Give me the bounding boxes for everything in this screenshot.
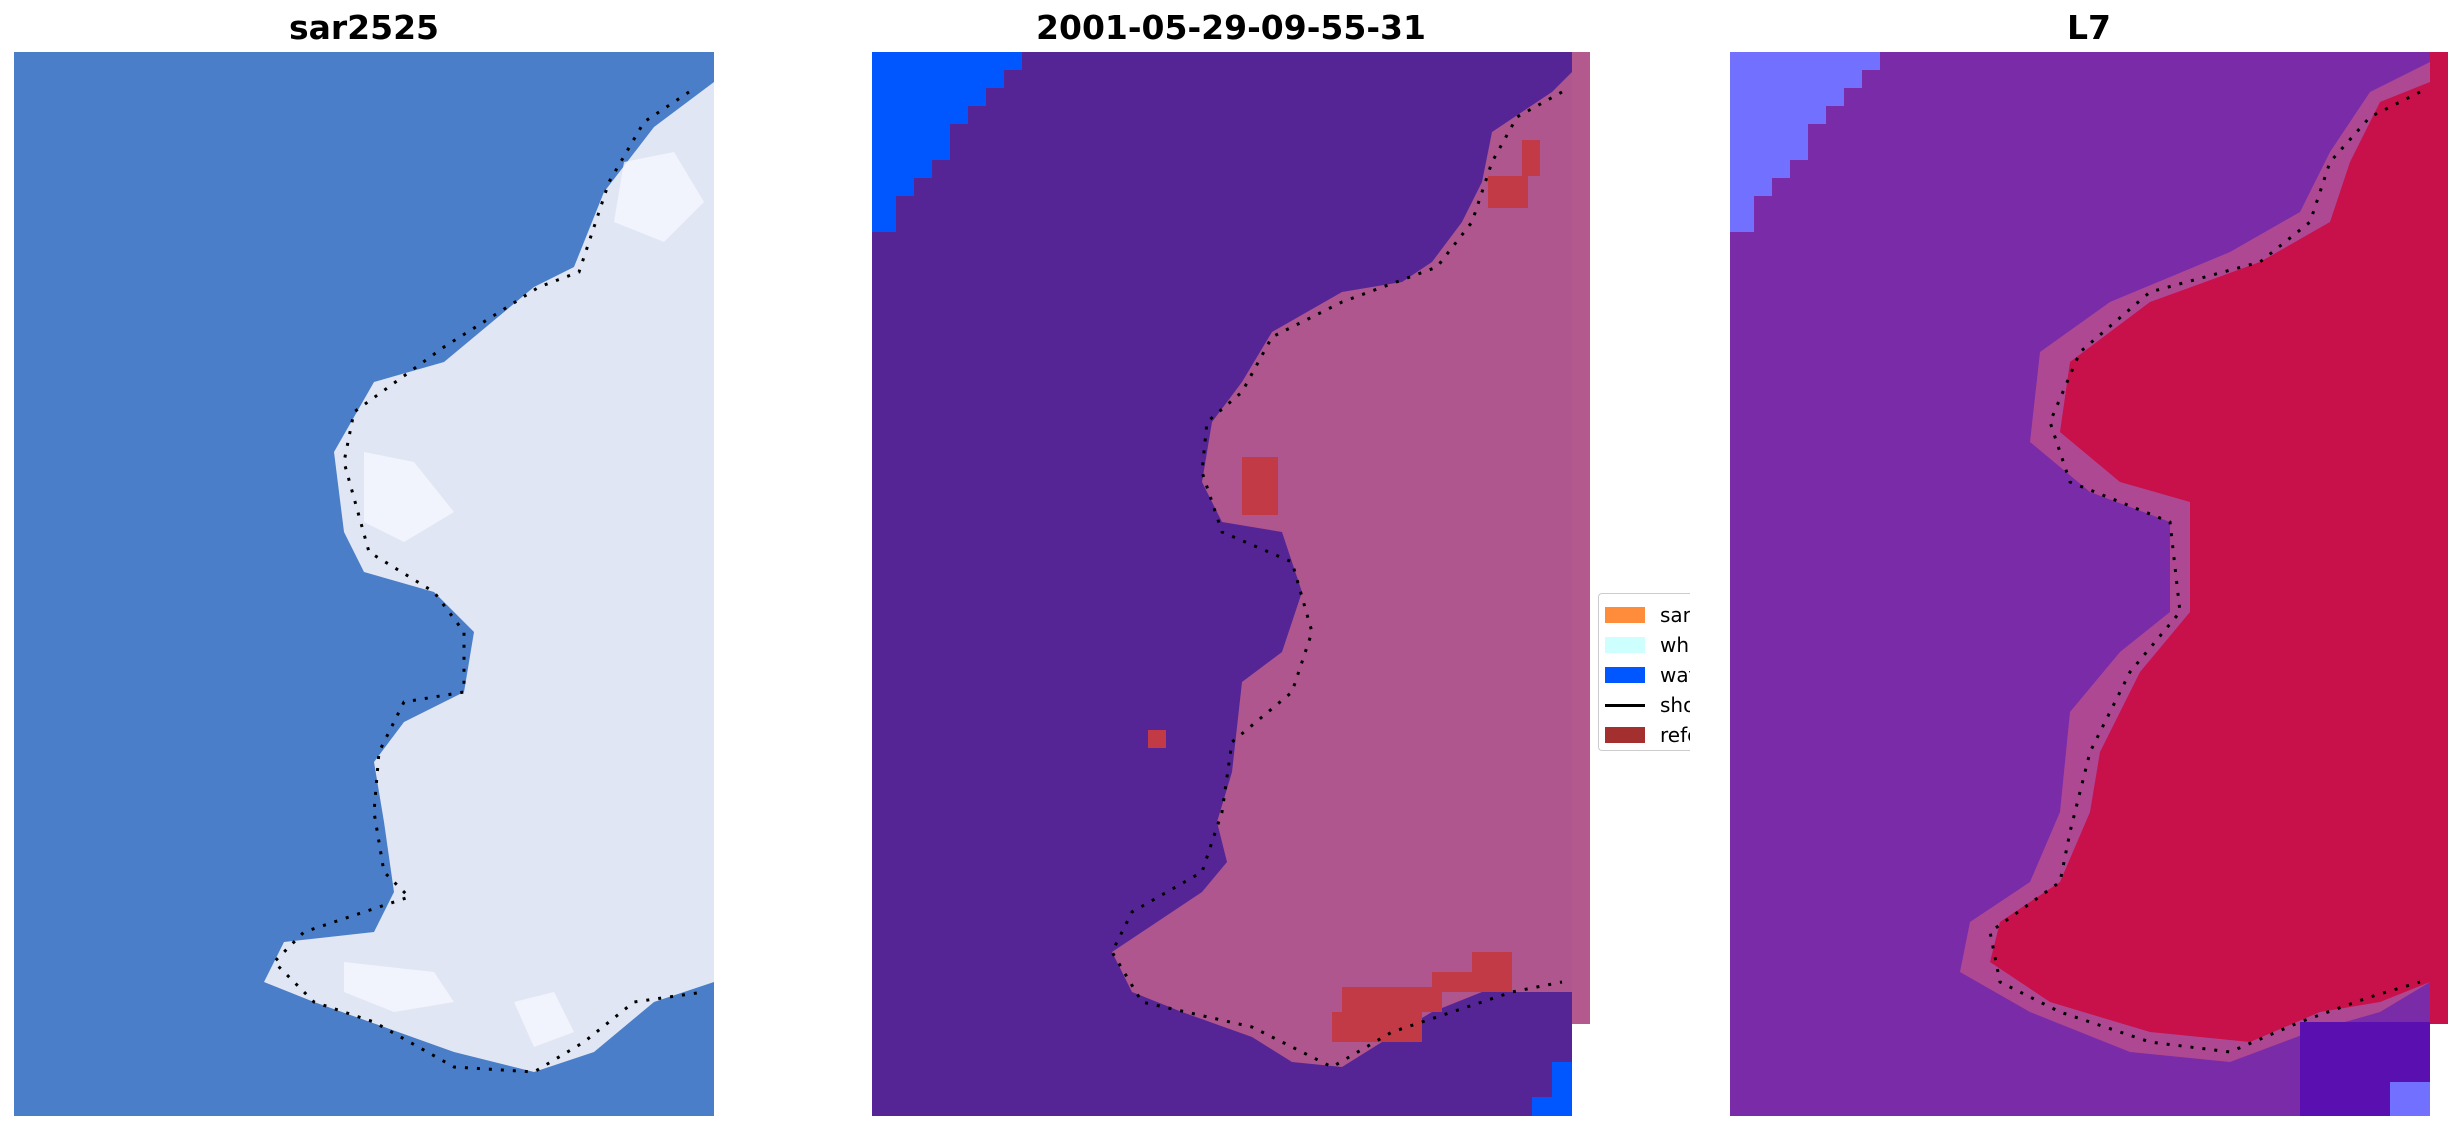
- legend-swatch-shoreline: [1605, 703, 1645, 707]
- legend-item-reference: reference: [1605, 722, 1690, 748]
- legend-label-water: water: [1660, 663, 1690, 687]
- water-class-corner: [872, 52, 1022, 232]
- legend-item-water: water: [1605, 662, 1690, 688]
- legend-swatch-whitewater: [1605, 637, 1645, 653]
- water-class-bottom-right: [1532, 1062, 1572, 1116]
- legend-label-whitewater: whitewater: [1660, 633, 1690, 657]
- legend-swatch-reference: [1605, 727, 1645, 743]
- panel-title-classified: 2001-05-29-09-55-31: [1036, 8, 1426, 47]
- land-probability-edge: [2430, 52, 2448, 1024]
- legend-swatch-water: [1605, 667, 1645, 683]
- land-class-edge: [1572, 52, 1590, 1024]
- panel-title-probability: L7: [2067, 8, 2111, 47]
- reference-patch-2: [1488, 176, 1528, 208]
- legend: sand whitewater water shoreline referenc…: [1598, 593, 1690, 751]
- reference-patch-4: [1148, 730, 1166, 748]
- classified-image: [872, 52, 1590, 1116]
- foam-area: [264, 82, 714, 1072]
- legend-label-reference: reference: [1660, 723, 1690, 747]
- classified-image-panel: [872, 52, 1590, 1116]
- water-probability-bottom-right: [2390, 1082, 2430, 1116]
- shoreline-line: [1110, 90, 1563, 1069]
- legend-item-shoreline: shoreline: [1605, 692, 1690, 718]
- probability-image-panel: [1730, 52, 2448, 1116]
- rgb-image: [14, 52, 714, 1116]
- legend-item-sand: sand: [1605, 602, 1690, 628]
- panel-title-rgb: sar2525: [288, 8, 440, 47]
- shoreline-line: [1988, 90, 2421, 1054]
- legend-label-sand: sand: [1660, 603, 1690, 627]
- land-probability-area: [1990, 82, 2430, 1042]
- land-class-area: [1112, 72, 1572, 1067]
- reference-patch-1: [1522, 140, 1540, 176]
- legend-item-whitewater: whitewater: [1605, 632, 1690, 658]
- water-probability-corner: [1730, 52, 1880, 232]
- probability-image: [1730, 52, 2448, 1116]
- rgb-image-panel: [14, 52, 714, 1116]
- reference-patch-3: [1242, 457, 1278, 515]
- legend-label-shoreline: shoreline: [1660, 693, 1690, 717]
- reference-patch-5: [1332, 952, 1512, 1042]
- legend-swatch-sand: [1605, 607, 1645, 623]
